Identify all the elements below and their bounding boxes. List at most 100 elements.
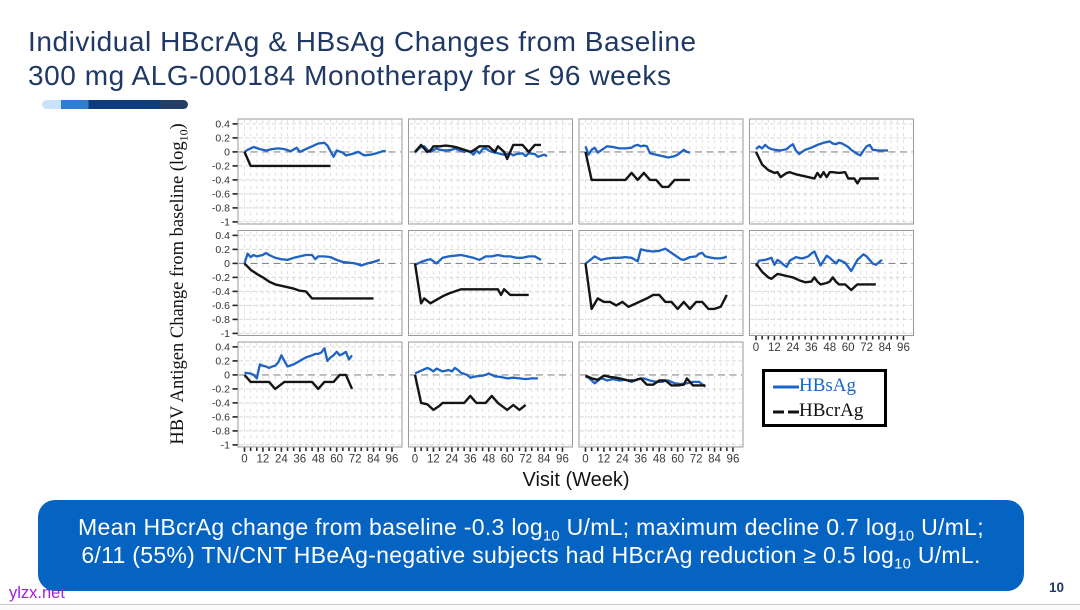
- x-tick-label: 24: [786, 342, 799, 354]
- y-tick-label: 0.4: [215, 342, 230, 354]
- series-hbcrag-panel-7: [584, 263, 728, 311]
- legend-label-hbsag: HBsAg: [799, 375, 857, 396]
- x-tick-label: 48: [482, 453, 495, 465]
- summary-statement-box: Mean HBcrAg change from baseline -0.3 lo…: [38, 500, 1024, 591]
- series-hbsag-panel-10: [414, 366, 538, 381]
- page-number: 10: [1048, 580, 1064, 595]
- y-tick-label: 0.2: [215, 244, 230, 256]
- slide-title-line2: 300 mg ALG-000184 Monotherapy for ≤ 96 w…: [28, 59, 672, 91]
- y-tick-label: -0.2: [212, 161, 230, 173]
- y-tick-label: 0: [224, 147, 230, 159]
- y-tick-label: -0.2: [212, 384, 230, 396]
- series-hbsag-panel-4: [755, 140, 889, 157]
- x-tick-label: 48: [312, 453, 325, 465]
- x-tick-label: 84: [538, 453, 551, 465]
- y-tick-label: 0.4: [215, 119, 230, 131]
- series-hbsag-panel-9: [244, 347, 353, 380]
- series-hbsag-panel-5: [243, 251, 381, 267]
- x-tick-label: 48: [823, 342, 836, 354]
- chart-panel-11: [578, 341, 744, 448]
- x-tick-label: 96: [556, 453, 569, 465]
- x-tick-label: 72: [690, 453, 703, 465]
- chart-panel-3: [578, 118, 744, 225]
- legend-swatch-hbsag-line: [773, 385, 799, 389]
- chart-panel-10: [408, 341, 573, 448]
- x-tick-label: 60: [501, 453, 514, 465]
- x-tick-label: 36: [805, 342, 818, 354]
- series-hbcrag-panel-9: [243, 373, 354, 391]
- legend-entry-hbsag: HBsAg: [773, 374, 884, 398]
- x-tick-label: 36: [293, 453, 306, 465]
- y-tick-label: 0.2: [215, 356, 230, 368]
- chart-legend: HBsAg HBcrAg: [762, 369, 887, 427]
- y-tick-label: 0: [224, 258, 230, 270]
- footer-strip: [0, 605, 1080, 610]
- x-tick-label: 0: [582, 453, 588, 465]
- title-accent-bar: [42, 100, 188, 109]
- x-tick-label: 48: [653, 453, 666, 465]
- y-tick-label: -1: [221, 440, 230, 452]
- series-hbcrag-panel-4: [754, 151, 879, 185]
- y-tick-label: -0.4: [212, 286, 230, 298]
- x-tick-label: 72: [860, 342, 873, 354]
- summary-statement-line2: 6/11 (55%) TN/CNT HBeAg-negative subject…: [81, 542, 981, 573]
- series-hbcrag-panel-6: [413, 263, 529, 305]
- y-tick-label: -1: [221, 217, 230, 229]
- x-tick-label: 96: [386, 453, 399, 465]
- x-tick-label: 24: [616, 453, 629, 465]
- series-hbsag-panel-8: [754, 250, 883, 273]
- series-hbcrag-panel-5: [243, 262, 374, 300]
- y-tick-label: -0.6: [212, 189, 230, 201]
- chart-panel-8: [749, 230, 914, 336]
- x-tick-label: 60: [330, 453, 343, 465]
- x-tick-label: 36: [634, 453, 647, 465]
- y-tick-label: -0.6: [212, 412, 230, 424]
- chart-panel-4: [749, 118, 914, 225]
- x-tick-label: 36: [464, 453, 477, 465]
- footer-divider-line: [0, 604, 1080, 605]
- series-hbcrag-panel-3: [584, 151, 690, 189]
- y-tick-label: -0.2: [212, 272, 230, 284]
- y-tick-label: -0.4: [212, 398, 230, 410]
- series-hbsag-panel-6: [414, 253, 542, 266]
- y-tick-label: 0: [224, 370, 230, 382]
- chart-panel-9: [237, 341, 403, 448]
- x-tick-label: 0: [753, 342, 759, 354]
- series-hbcrag-panel-8: [755, 262, 876, 292]
- slide-title-line1: Individual HBcrAg & HBsAg Changes from B…: [28, 26, 697, 57]
- x-tick-label: 60: [671, 453, 684, 465]
- chart-panel-6: [408, 230, 573, 336]
- y-tick-label: -1: [221, 328, 230, 340]
- x-tick-label: 72: [349, 453, 362, 465]
- legend-swatch-hbcrag-line: [773, 410, 799, 414]
- y-tick-label: -0.6: [212, 300, 230, 312]
- x-tick-label: 96: [897, 342, 910, 354]
- legend-entry-hbcrag: HBcrAg: [773, 399, 884, 423]
- series-hbsag-panel-1: [243, 141, 386, 158]
- x-tick-label: 12: [768, 342, 781, 354]
- y-tick-label: -0.8: [212, 426, 230, 438]
- series-hbsag-panel-2: [414, 145, 548, 158]
- watermark-text: ylzx.net: [9, 584, 65, 602]
- x-tick-label: 84: [708, 453, 721, 465]
- x-tick-label: 12: [257, 453, 270, 465]
- series-hbcrag-panel-1: [243, 151, 331, 168]
- slide-title: Individual HBcrAg & HBsAg Changes from B…: [28, 25, 697, 93]
- x-tick-label: 0: [412, 453, 418, 465]
- x-tick-label: 96: [727, 453, 740, 465]
- x-tick-label: 60: [842, 342, 855, 354]
- series-hbsag-panel-3: [584, 143, 691, 159]
- y-tick-label: 0.4: [215, 230, 230, 242]
- summary-statement-line1: Mean HBcrAg change from baseline -0.3 lo…: [78, 514, 984, 545]
- x-tick-label: 24: [445, 453, 458, 465]
- series-hbsag-panel-7: [584, 247, 728, 265]
- y-axis-title: HBV Antigen Change from baseline (log10): [168, 123, 191, 445]
- series-hbcrag-panel-11: [584, 374, 706, 387]
- x-axis-title: Visit (Week): [522, 469, 630, 491]
- chart-panel-5: [237, 230, 403, 336]
- chart-panel-7: [578, 230, 744, 336]
- x-tick-label: 24: [275, 453, 288, 465]
- y-tick-label: -0.8: [212, 203, 230, 215]
- x-tick-label: 84: [879, 342, 892, 354]
